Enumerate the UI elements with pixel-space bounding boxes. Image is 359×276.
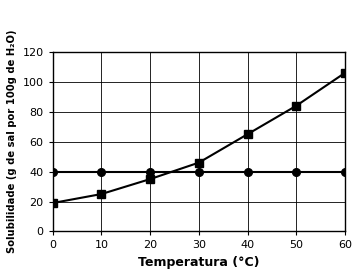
NaCℓ [343,170,347,173]
KNO₃ [148,177,152,181]
KNO₃ [246,132,250,136]
NaCℓ [99,170,103,173]
KNO₃ [343,71,347,75]
KNO₃ [294,104,298,107]
KNO₃ [51,201,55,205]
NaCℓ [51,170,55,173]
NaCℓ [197,170,201,173]
NaCℓ [294,170,298,173]
NaCℓ [246,170,250,173]
Y-axis label: Solubilidade (g de sal por 100g de H₂O): Solubilidade (g de sal por 100g de H₂O) [7,30,17,253]
KNO₃ [197,161,201,164]
Line: KNO₃: KNO₃ [49,69,349,207]
KNO₃ [99,192,103,196]
Line: NaCℓ: NaCℓ [49,168,349,176]
NaCℓ [148,170,152,173]
X-axis label: Temperatura (°C): Temperatura (°C) [138,256,260,269]
